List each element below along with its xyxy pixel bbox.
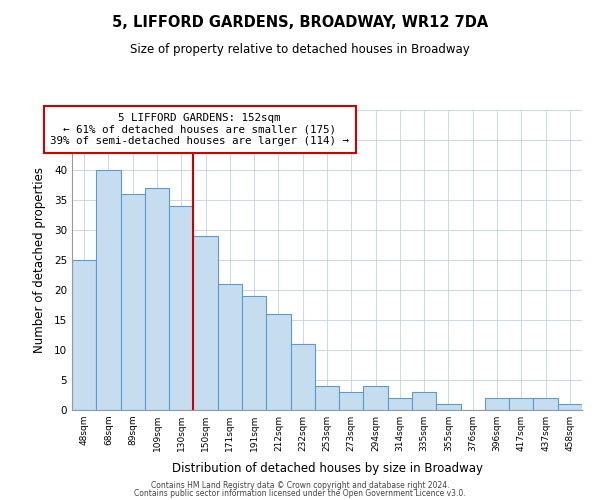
Bar <box>145 188 169 410</box>
Bar <box>72 260 96 410</box>
Bar <box>388 398 412 410</box>
Bar <box>290 344 315 410</box>
Bar <box>339 392 364 410</box>
Bar <box>485 398 509 410</box>
Text: Size of property relative to detached houses in Broadway: Size of property relative to detached ho… <box>130 42 470 56</box>
Bar <box>315 386 339 410</box>
Bar <box>121 194 145 410</box>
Text: Contains HM Land Registry data © Crown copyright and database right 2024.: Contains HM Land Registry data © Crown c… <box>151 480 449 490</box>
Bar <box>266 314 290 410</box>
Text: 5 LIFFORD GARDENS: 152sqm
← 61% of detached houses are smaller (175)
39% of semi: 5 LIFFORD GARDENS: 152sqm ← 61% of detac… <box>50 113 349 146</box>
Bar <box>218 284 242 410</box>
Bar <box>96 170 121 410</box>
Bar <box>364 386 388 410</box>
Y-axis label: Number of detached properties: Number of detached properties <box>32 167 46 353</box>
X-axis label: Distribution of detached houses by size in Broadway: Distribution of detached houses by size … <box>172 462 482 475</box>
Bar <box>242 296 266 410</box>
Text: 5, LIFFORD GARDENS, BROADWAY, WR12 7DA: 5, LIFFORD GARDENS, BROADWAY, WR12 7DA <box>112 15 488 30</box>
Bar <box>533 398 558 410</box>
Bar <box>509 398 533 410</box>
Bar <box>412 392 436 410</box>
Text: Contains public sector information licensed under the Open Government Licence v3: Contains public sector information licen… <box>134 489 466 498</box>
Bar <box>436 404 461 410</box>
Bar <box>193 236 218 410</box>
Bar <box>558 404 582 410</box>
Bar <box>169 206 193 410</box>
